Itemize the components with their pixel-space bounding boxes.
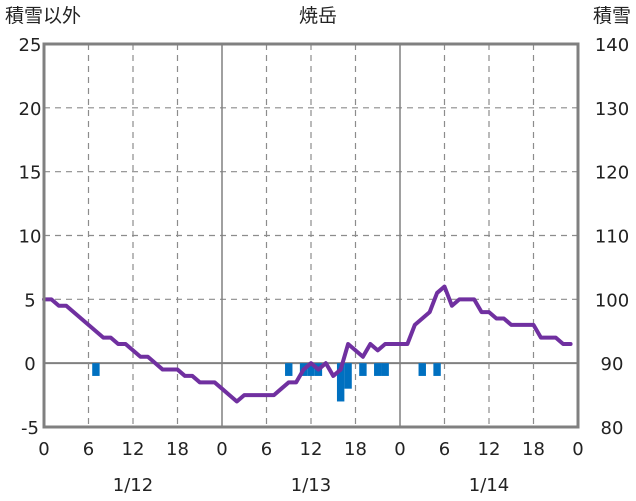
x-tick-label: 18 — [344, 439, 367, 460]
plot-frame — [42, 42, 580, 429]
x-tick-label: 18 — [166, 439, 189, 460]
snow-depth-line — [42, 284, 573, 404]
right-tick-label: 120 — [595, 163, 629, 184]
left-tick-label: 15 — [19, 163, 42, 184]
right-tick-label: 80 — [601, 418, 624, 439]
right-tick-label: 100 — [595, 290, 629, 311]
x-tick-label: 12 — [300, 439, 323, 460]
right-tick-label: 90 — [601, 354, 624, 375]
bar — [381, 363, 389, 376]
left-tick-label: 0 — [24, 354, 35, 375]
grid — [44, 44, 578, 427]
x-tick-label: 6 — [261, 439, 272, 460]
chart-title: 焼岳 — [299, 5, 337, 27]
right-tick-labels: 80 90 100 110 120 130 140 — [595, 35, 629, 439]
x-tick-label: 0 — [216, 439, 227, 460]
date-label: 1/12 — [113, 475, 153, 496]
right-tick-label: 110 — [595, 227, 629, 248]
left-tick-label: 10 — [19, 227, 42, 248]
right-axis-label: 積雪 — [593, 5, 631, 27]
bar — [307, 363, 315, 376]
bar — [285, 363, 293, 376]
x-tick-label: 6 — [83, 439, 94, 460]
line-series — [42, 284, 573, 404]
bar — [359, 363, 367, 376]
x-tick-label: 6 — [439, 439, 450, 460]
bar — [433, 363, 441, 376]
right-tick-label: 130 — [595, 99, 629, 120]
left-tick-labels: -5 0 5 10 15 20 25 — [19, 35, 42, 439]
date-label: 1/13 — [291, 475, 331, 496]
x-tick-label: 18 — [522, 439, 545, 460]
left-tick-label: 25 — [19, 35, 42, 56]
bar — [374, 363, 382, 376]
x-tick-label: 12 — [122, 439, 145, 460]
left-tick-label: 20 — [19, 99, 42, 120]
x-tick-label: 0 — [38, 439, 49, 460]
x-tick-label: 12 — [478, 439, 501, 460]
date-label: 1/14 — [469, 475, 509, 496]
left-axis-label: 積雪以外 — [5, 5, 81, 27]
date-labels: 1/12 1/13 1/14 — [113, 475, 509, 496]
x-tick-label: 0 — [394, 439, 405, 460]
bar — [92, 363, 100, 376]
left-tick-label: -5 — [21, 418, 39, 439]
right-tick-label: 140 — [595, 35, 629, 56]
bar — [336, 363, 345, 402]
left-tick-label: 5 — [24, 290, 35, 311]
x-tick-label: 0 — [572, 439, 583, 460]
bar — [418, 363, 426, 376]
x-tick-labels: 0 6 12 18 0 6 12 18 0 6 12 18 0 — [38, 439, 583, 460]
bar — [344, 363, 352, 389]
